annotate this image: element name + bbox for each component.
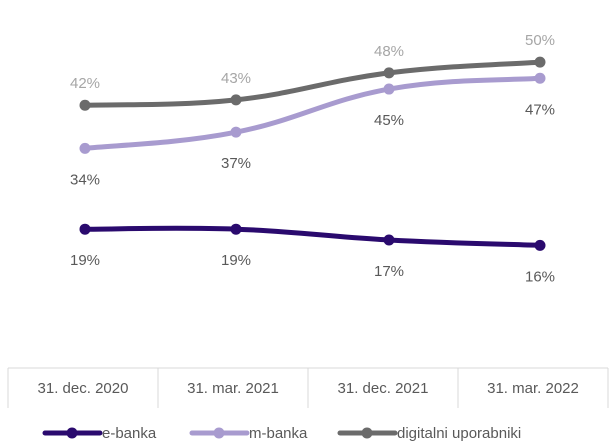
data-label-e-banka: 17% [374,263,404,280]
data-label-e-banka: 16% [525,268,555,285]
data-point-e-banka [79,223,91,235]
data-point-digitalni-uporabniki [230,94,242,106]
data-point-digitalni-uporabniki [79,99,91,111]
data-label-m-banka: 45% [374,112,404,129]
x-tick-label: 31. dec. 2020 [38,380,129,397]
series-line-m-banka [82,75,543,151]
data-label-digitalni-uporabniki: 48% [374,43,404,60]
legend-label-digitalni-uporabniki: digitalni uporabniki [397,425,521,442]
legend-label-m-banka: m-banka [249,425,308,442]
data-label-digitalni-uporabniki: 50% [525,32,555,49]
x-tick-label: 31. mar. 2021 [187,380,279,397]
data-point-m-banka [383,83,395,95]
data-label-digitalni-uporabniki: 42% [70,75,100,92]
x-tick-labels: 31. dec. 2020 31. mar. 2021 31. dec. 2021 3… [38,380,579,397]
data-point-m-banka [534,72,546,84]
data-point-e-banka [534,239,546,251]
series-lines [79,56,546,251]
data-point-e-banka [230,223,242,235]
legend: e-banka m-banka digitalni uporabniki [42,425,521,442]
data-label-e-banka: 19% [221,252,251,269]
data-labels: 19% 19% 17% 16% 34% 37% 45% 47% 42% 43% 48% 50% [70,32,555,285]
legend-marker-digitalni-uporabniki [361,427,373,439]
x-tick-label: 31. mar. 2022 [487,380,579,397]
data-label-m-banka: 34% [70,171,100,188]
data-label-m-banka: 47% [525,101,555,118]
legend-marker-m-banka [213,427,225,439]
x-axis [7,367,609,408]
legend-marker-e-banka [66,427,78,439]
series-line-e-banka [82,225,543,248]
legend-label-e-banka: e-banka [102,425,157,442]
series-line-digitalni-uporabniki [82,59,543,108]
data-point-m-banka [230,126,242,138]
data-point-digitalni-uporabniki [534,56,546,68]
data-point-e-banka [383,234,395,246]
data-label-digitalni-uporabniki: 43% [221,70,251,87]
data-label-m-banka: 37% [221,155,251,172]
data-point-m-banka [79,142,91,154]
x-tick-label: 31. dec. 2021 [338,380,429,397]
data-point-digitalni-uporabniki [383,67,395,79]
data-label-e-banka: 19% [70,252,100,269]
